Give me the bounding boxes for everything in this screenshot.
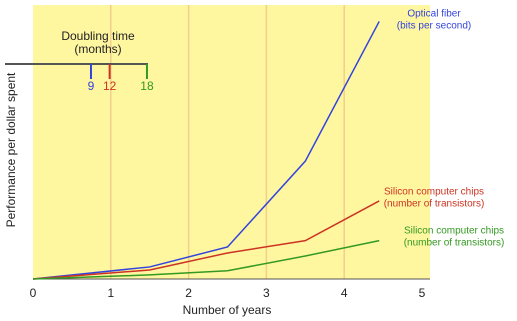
x-tick-label: 3 [263,286,270,300]
series-label: Silicon computer chips [404,226,504,237]
series-label: Silicon computer chips [384,187,484,198]
inset-unit: (months) [74,42,121,56]
series-unit: (bits per second) [397,21,471,32]
x-axis-label: Number of years [183,303,272,317]
inset-title: Doubling time [61,29,135,43]
x-tick-label: 1 [107,286,114,300]
inset-tick-label: 18 [140,79,154,93]
x-tick-label: 4 [341,286,348,300]
inset-tick-label: 9 [88,79,95,93]
series-label: Optical fiber [407,9,461,20]
series-line [32,239,380,280]
x-tick-label: 0 [30,286,37,300]
y-axis-label: Performance per dollar spent [4,72,18,227]
series-line [32,200,380,280]
series-unit: (number of transistors) [384,199,485,210]
inset-tick-label: 12 [103,79,117,93]
x-tick-label: 5 [419,286,426,300]
series-line [32,21,380,280]
series-unit: (number of transistors) [404,238,505,249]
x-tick-label: 2 [185,286,192,300]
